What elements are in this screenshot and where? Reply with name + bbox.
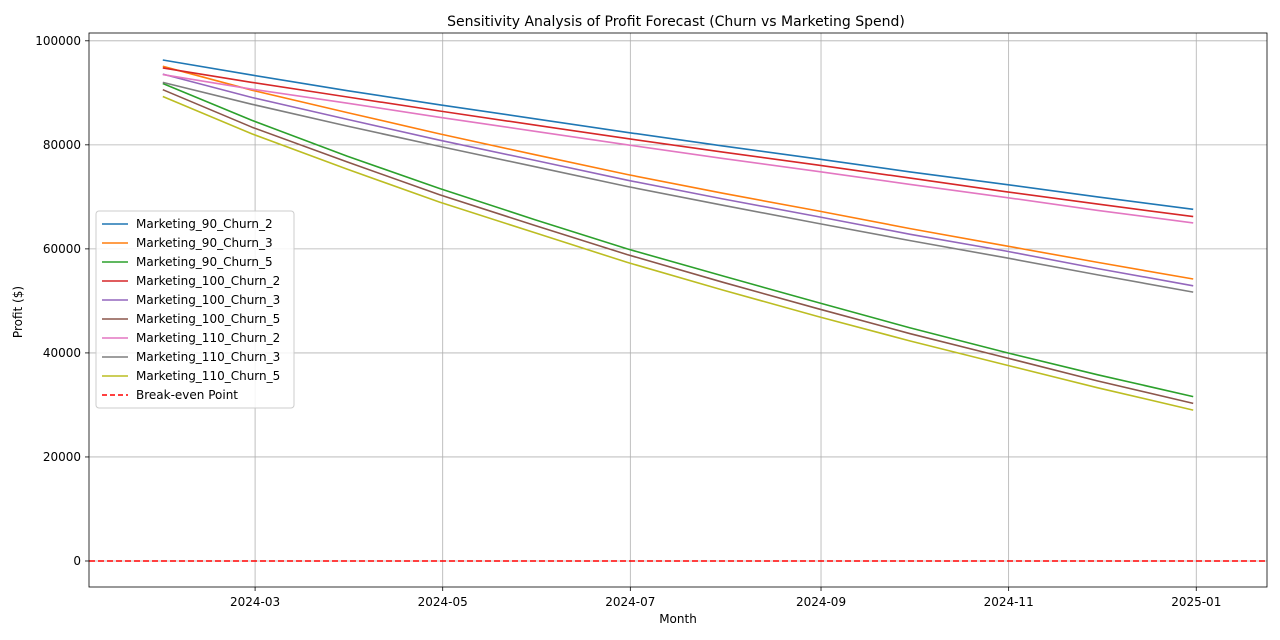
y-tick-label: 20000 <box>43 450 81 464</box>
series-line-marketing-90-churn-2 <box>162 59 1194 211</box>
series-line-marketing-90-churn-5 <box>162 82 1194 398</box>
x-axis-label: Month <box>659 612 697 626</box>
x-tick-label: 2024-03 <box>230 595 280 609</box>
series-line-marketing-110-churn-3 <box>162 81 1194 293</box>
y-axis-label: Profit ($) <box>11 286 25 338</box>
plot-area-frame <box>88 32 1268 588</box>
y-tick-label: 80000 <box>43 138 81 152</box>
legend-label: Marketing_100_Churn_5 <box>136 312 280 326</box>
series-line-marketing-90-churn-3 <box>162 65 1194 280</box>
series-line-marketing-110-churn-5 <box>162 95 1194 411</box>
x-axis: 2024-03 2024-05 2024-07 2024-09 2024-11 2025-… <box>230 587 1221 609</box>
series-line-marketing-100-churn-2 <box>162 67 1194 218</box>
x-tick-label: 2024-09 <box>796 595 846 609</box>
legend-label: Marketing_110_Churn_3 <box>136 350 280 364</box>
x-tick-label: 2024-05 <box>418 595 468 609</box>
y-tick-label: 40000 <box>43 346 81 360</box>
y-tick-label: 60000 <box>43 242 81 256</box>
legend-label: Marketing_110_Churn_2 <box>136 331 280 345</box>
legend-label: Marketing_90_Churn_3 <box>136 236 273 250</box>
legend: Marketing_90_Churn_2 Marketing_90_Churn_3… <box>95 210 295 409</box>
grid <box>89 33 1267 587</box>
x-tick-label: 2024-07 <box>605 595 655 609</box>
x-tick-label: 2024-11 <box>984 595 1034 609</box>
legend-label: Marketing_110_Churn_5 <box>136 369 280 383</box>
x-tick-label: 2025-01 <box>1171 595 1221 609</box>
chart-title: Sensitivity Analysis of Profit Forecast … <box>447 14 905 30</box>
series-line-marketing-100-churn-5 <box>162 88 1194 405</box>
y-axis: 0 20000 40000 60000 80000 100000 <box>35 34 89 568</box>
y-tick-label: 0 <box>73 554 81 568</box>
legend-label: Break-even Point <box>136 388 238 402</box>
legend-label: Marketing_100_Churn_2 <box>136 274 280 288</box>
legend-label: Marketing_90_Churn_2 <box>136 217 273 231</box>
legend-label: Marketing_90_Churn_5 <box>136 255 273 269</box>
series-line-marketing-110-churn-2 <box>162 73 1194 224</box>
series-lines <box>162 59 1194 411</box>
y-tick-label: 100000 <box>35 34 81 48</box>
legend-box <box>95 210 295 409</box>
series-line-marketing-100-churn-3 <box>162 73 1194 287</box>
legend-label: Marketing_100_Churn_3 <box>136 293 280 307</box>
